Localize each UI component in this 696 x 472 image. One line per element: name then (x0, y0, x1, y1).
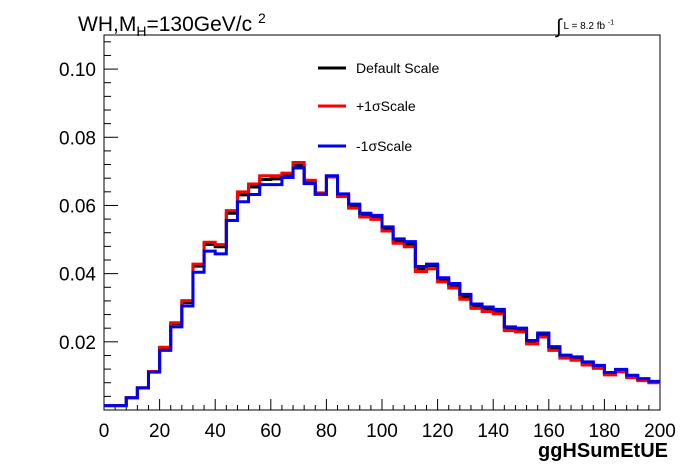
x-tick-label: 120 (422, 421, 454, 442)
x-tick-label: 60 (260, 421, 281, 442)
luminosity-label: ∫ L = 8.2 fb -1 (556, 12, 615, 38)
x-axis-title: ggHSumEtUE (538, 440, 668, 462)
axes: 0 20 40 60 80 100 120 140 160 180 200 0.02 0.04 0.06 0… (59, 41, 676, 442)
legend-label: -1σScale (356, 138, 412, 154)
y-tick-label: 0.04 (59, 265, 96, 286)
series-line-1 (104, 161, 660, 408)
x-tick-label: 80 (316, 421, 337, 442)
chart-title: WH,MH=130GeV/c 2 (78, 10, 266, 39)
x-tick-label: 20 (149, 421, 170, 442)
lumi-text: L = 8.2 fb (563, 21, 606, 32)
y-tick-label: 0.10 (59, 60, 96, 81)
title-subscript: H (136, 23, 147, 40)
series-line-2 (104, 166, 660, 408)
x-tick-label: 140 (477, 421, 509, 442)
x-tick-label: 200 (644, 421, 676, 442)
title-main: WH,M (78, 13, 137, 36)
title-superscript: 2 (257, 10, 266, 26)
y-tick-label: 0.06 (59, 196, 96, 217)
series-line-0 (104, 163, 660, 408)
legend-label: +1σScale (356, 98, 416, 114)
series-layer (104, 161, 660, 408)
title-rest: =130GeV/c (146, 13, 253, 36)
x-tick-label: 40 (205, 421, 226, 442)
integral-symbol: ∫ (556, 16, 562, 38)
y-tick-label: 0.02 (59, 333, 96, 354)
legend: Default Scale +1σScale -1σScale (318, 60, 439, 154)
x-tick-label: 180 (589, 421, 621, 442)
x-tick-label: 160 (533, 421, 565, 442)
lumi-superscript: -1 (607, 19, 615, 27)
x-tick-label: 100 (366, 421, 398, 442)
x-tick-label: 0 (99, 421, 110, 442)
legend-label: Default Scale (356, 60, 439, 76)
y-tick-label: 0.08 (59, 128, 96, 149)
